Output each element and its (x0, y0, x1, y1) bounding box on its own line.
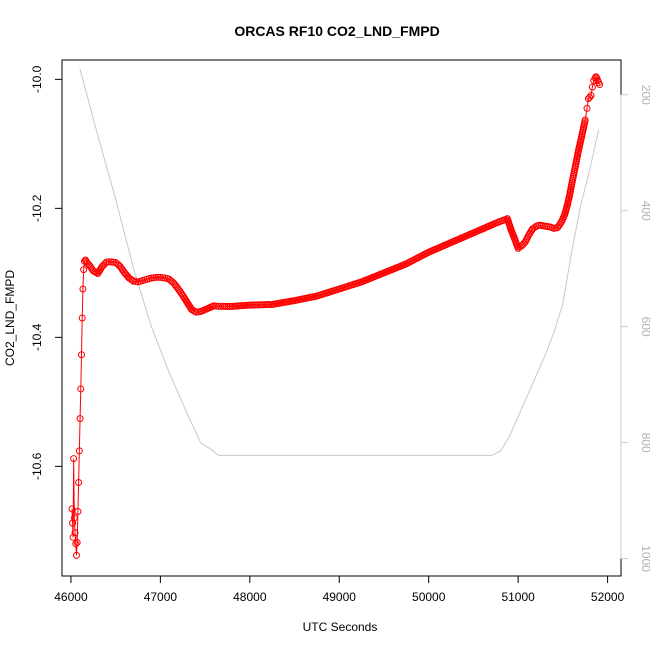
data-point (75, 447, 83, 455)
data-point (80, 266, 88, 274)
data-point (103, 258, 111, 266)
data-point (79, 285, 87, 293)
data-point (68, 505, 76, 513)
y-axis-label: CO2_LND_FMPD (3, 270, 17, 366)
data-point (74, 508, 82, 515)
data-point (69, 533, 77, 541)
right-tick-label: 400 (639, 201, 650, 221)
x-tick-label: 48000 (233, 590, 267, 604)
data-point (105, 258, 113, 266)
data-point (581, 116, 589, 124)
right-tick-label: 200 (639, 85, 650, 105)
x-tick-label: 47000 (144, 590, 178, 604)
right-axis-series (79, 68, 600, 456)
y-tick-label: -10.4 (30, 323, 44, 351)
right-axis: 200 400 600 800 1000 (620, 85, 650, 572)
x-axis: 46000 47000 48000 49000 50000 51000 52000 (54, 575, 625, 604)
data-point (75, 478, 83, 486)
y-tick-label: -10.6 (30, 452, 44, 480)
data-point (70, 455, 78, 463)
x-axis-label: UTC Seconds (303, 620, 378, 634)
series-line (71, 75, 600, 556)
data-point (154, 273, 162, 281)
x-tick-label: 52000 (591, 590, 625, 604)
right-tick-label: 800 (639, 433, 650, 453)
data-point (596, 81, 604, 89)
x-tick-label: 50000 (412, 590, 446, 604)
right-tick-label: 1000 (639, 545, 650, 572)
right-tick-label: 600 (639, 317, 650, 337)
data-point (78, 314, 86, 322)
y-tick-label: -10.0 (30, 65, 44, 93)
data-point (70, 514, 78, 522)
data-point (588, 83, 596, 91)
data-point (72, 540, 80, 548)
data-point (583, 104, 591, 112)
chart-title: ORCAS RF10 CO2_LND_FMPD (234, 23, 439, 39)
y-tick-label: -10.2 (30, 194, 44, 222)
y-axis: -10.6 -10.4 -10.2 -10.0 (30, 65, 63, 480)
data-point (72, 551, 80, 559)
x-tick-label: 51000 (501, 590, 535, 604)
left-axis-series (68, 73, 604, 559)
plot-frame (61, 59, 622, 577)
data-point (587, 91, 595, 99)
x-tick-label: 46000 (54, 590, 88, 604)
data-point (73, 538, 81, 546)
data-point (530, 224, 538, 232)
data-point (586, 93, 594, 101)
data-point (77, 385, 85, 393)
data-point (77, 351, 85, 359)
data-point (152, 273, 160, 281)
data-point (592, 73, 600, 81)
x-tick-label: 49000 (323, 590, 357, 604)
right-series-line (79, 68, 600, 456)
data-point (76, 415, 84, 423)
data-point (71, 529, 79, 537)
